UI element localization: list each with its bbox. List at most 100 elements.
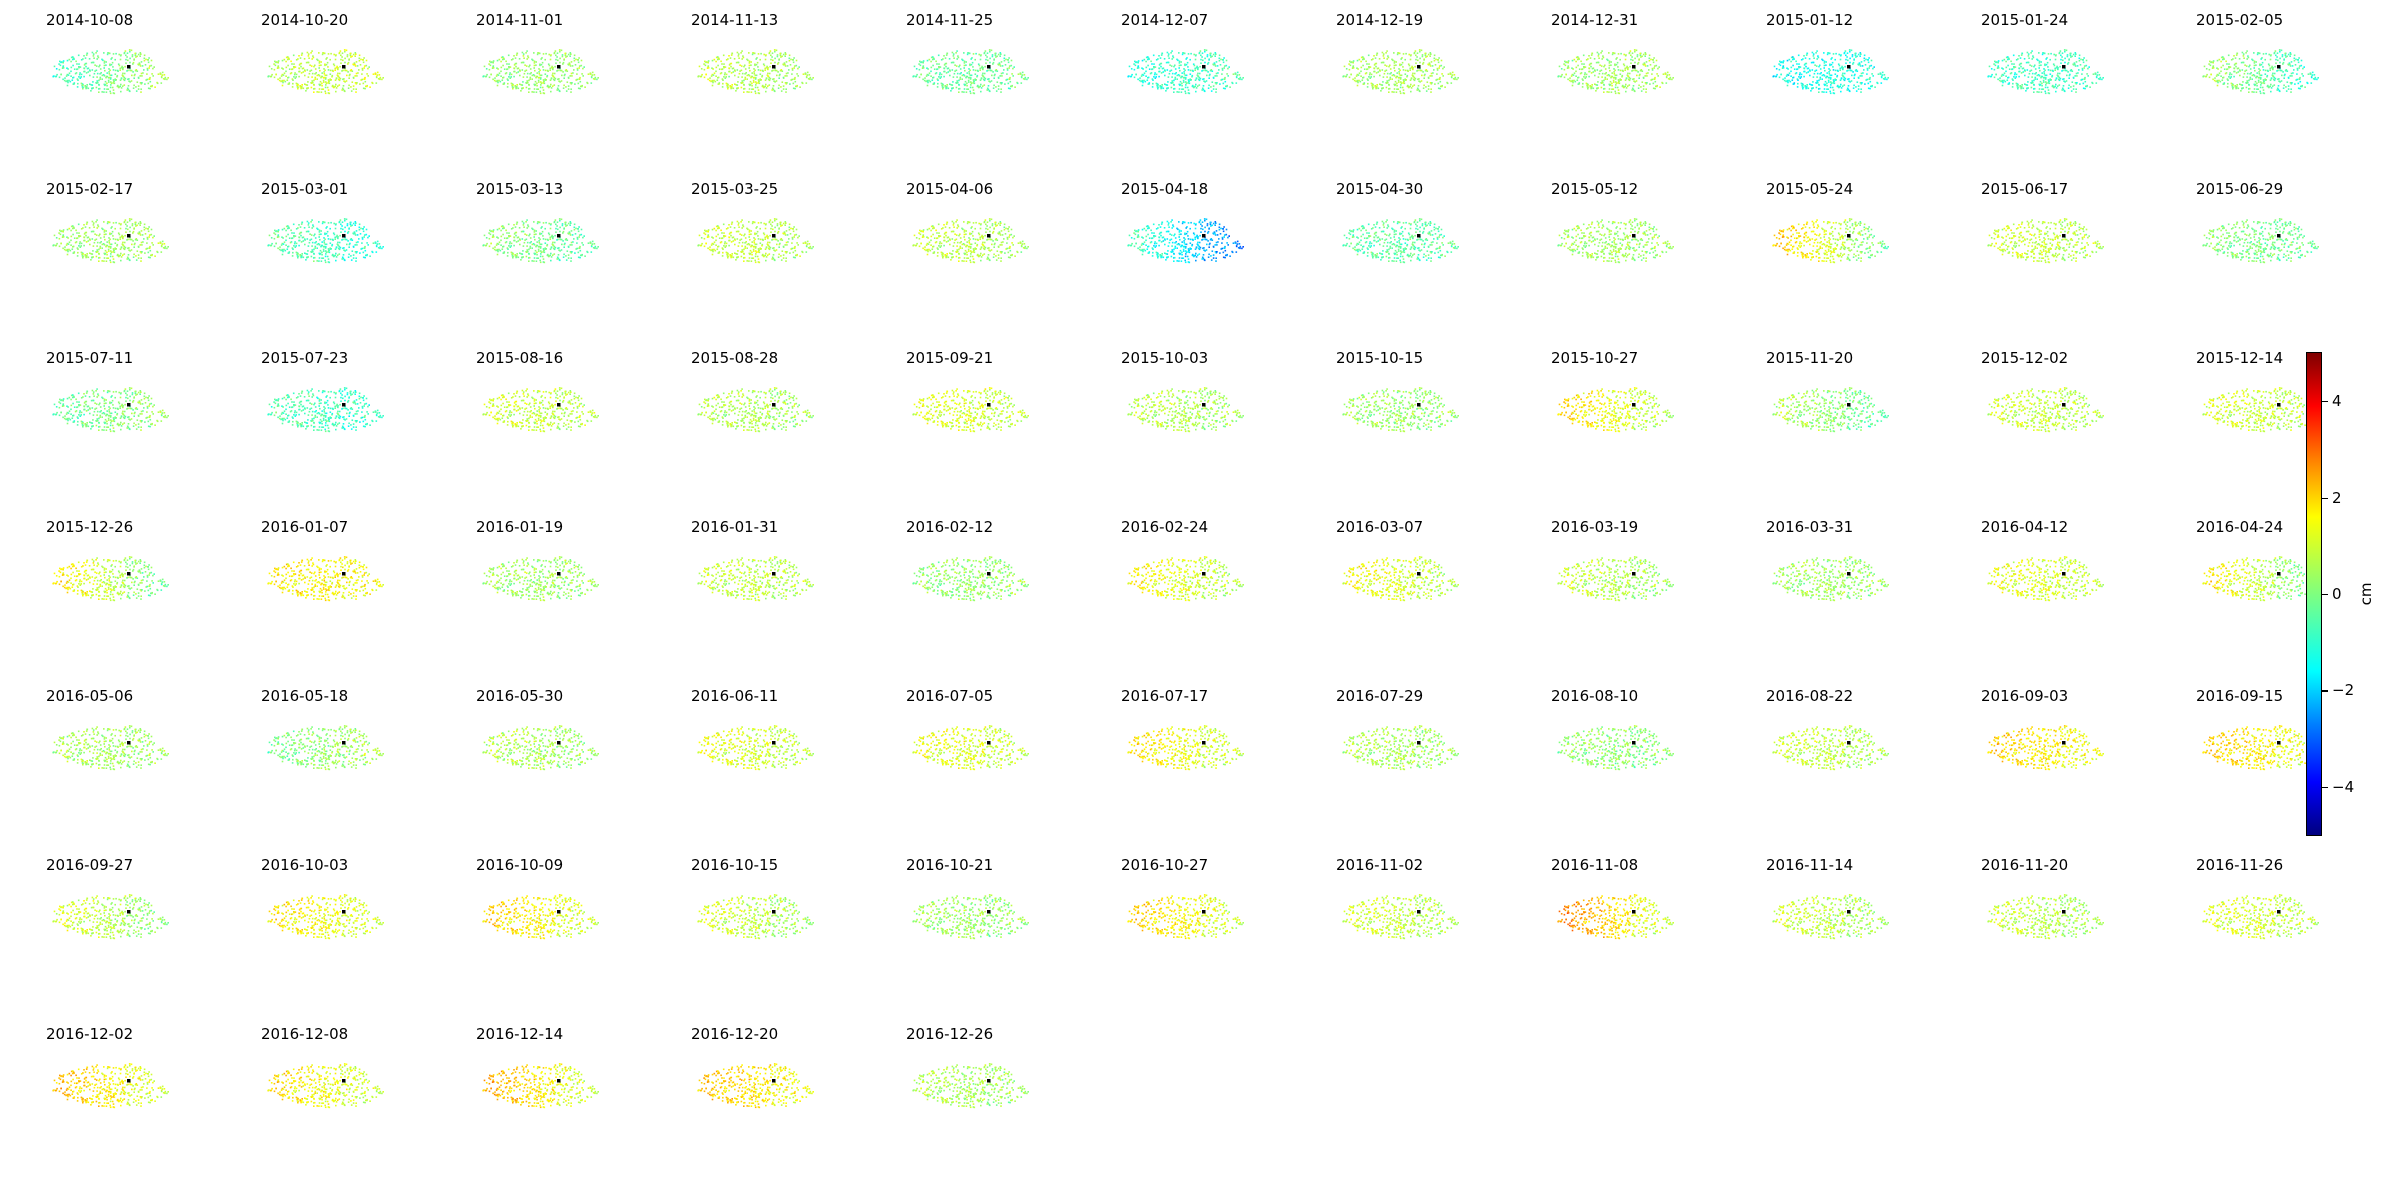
scatter-point [1836,85,1839,88]
scatter-point [2273,72,2276,75]
scatter-point [760,52,762,55]
scatter-point [761,75,763,78]
scatter-point [1584,66,1587,68]
scatter-point [1392,74,1395,76]
scatter-point [312,56,315,59]
scatter-point [2224,72,2227,75]
scatter-point [2022,67,2025,69]
scatter-point [314,68,317,70]
scatter-point [1601,58,1603,60]
scatter-point [700,68,703,70]
scatter-point [295,82,298,85]
scatter-point [1202,59,1204,62]
scatter-point [1598,57,1600,59]
scatter-point [327,89,330,91]
scatter-point [2245,52,2247,54]
scatter-point [78,245,80,247]
scatter-point [2274,65,2276,68]
scatter-point [107,248,110,251]
scatter-point [1860,61,1863,63]
scatter-point [1209,54,1212,57]
scatter-point [2238,69,2241,71]
scatter-point [1637,71,1639,73]
scatter-point [1850,80,1853,82]
scatter-point [288,58,290,60]
scatter-point [1644,52,1647,54]
scatter-point [1631,70,1633,72]
scatter-point [711,80,714,82]
scatter-point [72,252,75,254]
scatter-point [1379,74,1381,77]
scatter-point [84,255,87,257]
scatter-point [957,81,959,84]
scatter-point [1849,69,1852,72]
scatter-point [2240,90,2242,92]
scatter-point [2277,59,2279,62]
scatter-point [1395,61,1397,63]
scatter-point [1608,60,1611,63]
scatter-point [1624,67,1626,70]
scatter-point [1822,59,1824,62]
scatter-point [1805,87,1808,89]
scatter-point [1621,75,1623,78]
scatter-point [526,82,528,84]
scatter-point [1143,58,1146,61]
scatter-point [2052,70,2054,72]
scatter-point [317,74,320,76]
scatter-point [594,76,597,79]
scatter-point [321,84,323,87]
scatter-point [277,66,279,68]
scatter-point [764,79,767,81]
scatter-point [1877,73,1880,75]
scatter-point [326,57,328,59]
scatter-point [2306,82,2309,85]
scatter-point [734,70,736,72]
scatter-point [2003,58,2006,61]
scatter-point [984,50,987,52]
scatter-point [1368,66,1370,69]
scatter-point [508,66,510,69]
scatter-point [2260,77,2262,79]
scatter-point [1413,72,1416,75]
scatter-point [1630,54,1632,57]
scatter-point [1564,60,1566,63]
scatter-point [492,60,495,62]
scatter-point [1360,60,1362,63]
scatter-point [1372,58,1374,60]
scatter-point [166,247,168,250]
scatter-point [2054,85,2056,88]
scatter-point [52,75,55,78]
scatter-point [314,76,317,79]
scatter-point [974,58,976,61]
scatter-point [1151,78,1154,80]
scatter-point [1390,72,1392,74]
scatter-point [1143,79,1145,82]
scatter-point [2249,68,2252,70]
scatter-point [90,90,92,92]
scatter-point [304,74,306,77]
scatter-point [139,234,142,236]
scatter-point [1614,63,1616,66]
scatter-point [1372,84,1374,86]
scatter-point [1834,78,1836,80]
scatter-point [1409,79,1412,81]
scatter-point [1836,75,1838,78]
scatter-point [2302,67,2304,70]
scatter-point [2008,58,2010,60]
scatter-point [1573,58,1576,61]
scatter-point [966,84,968,87]
scatter-point [75,72,78,74]
scatter-point [940,59,943,61]
scatter-point [926,73,929,76]
scatter-point [156,82,159,85]
scatter-point [1399,78,1402,80]
scatter-point [935,72,938,74]
scatter-point [163,243,166,245]
scatter-point [319,69,321,72]
scatter-point [515,54,518,56]
scatter-point [765,66,768,69]
scatter-point [1418,80,1420,82]
scatter-point [1807,87,1810,90]
scatter-point [96,227,98,229]
scatter-point [319,84,321,87]
